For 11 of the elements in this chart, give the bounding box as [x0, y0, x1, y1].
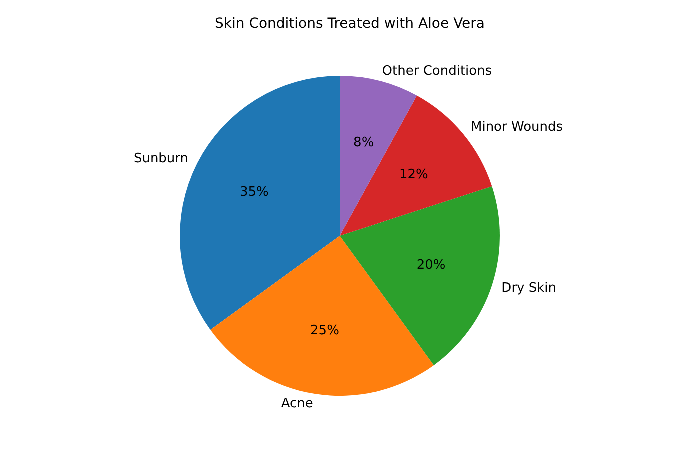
slice-label: Minor Wounds: [470, 120, 564, 136]
slice-label: Sunburn: [134, 151, 189, 166]
data-label: 25%: [310, 323, 340, 338]
slice-label: Other Conditions: [382, 64, 492, 79]
slice-label: Dry Skin: [502, 281, 556, 296]
data-label: 8%: [354, 136, 374, 151]
slice-label: Acne: [281, 396, 314, 412]
data-label: 35%: [240, 184, 269, 200]
data-label: 20%: [416, 258, 446, 274]
data-label: 12%: [400, 167, 428, 182]
chart-title: Skin Conditions Treated with Aloe Vera: [214, 16, 486, 32]
